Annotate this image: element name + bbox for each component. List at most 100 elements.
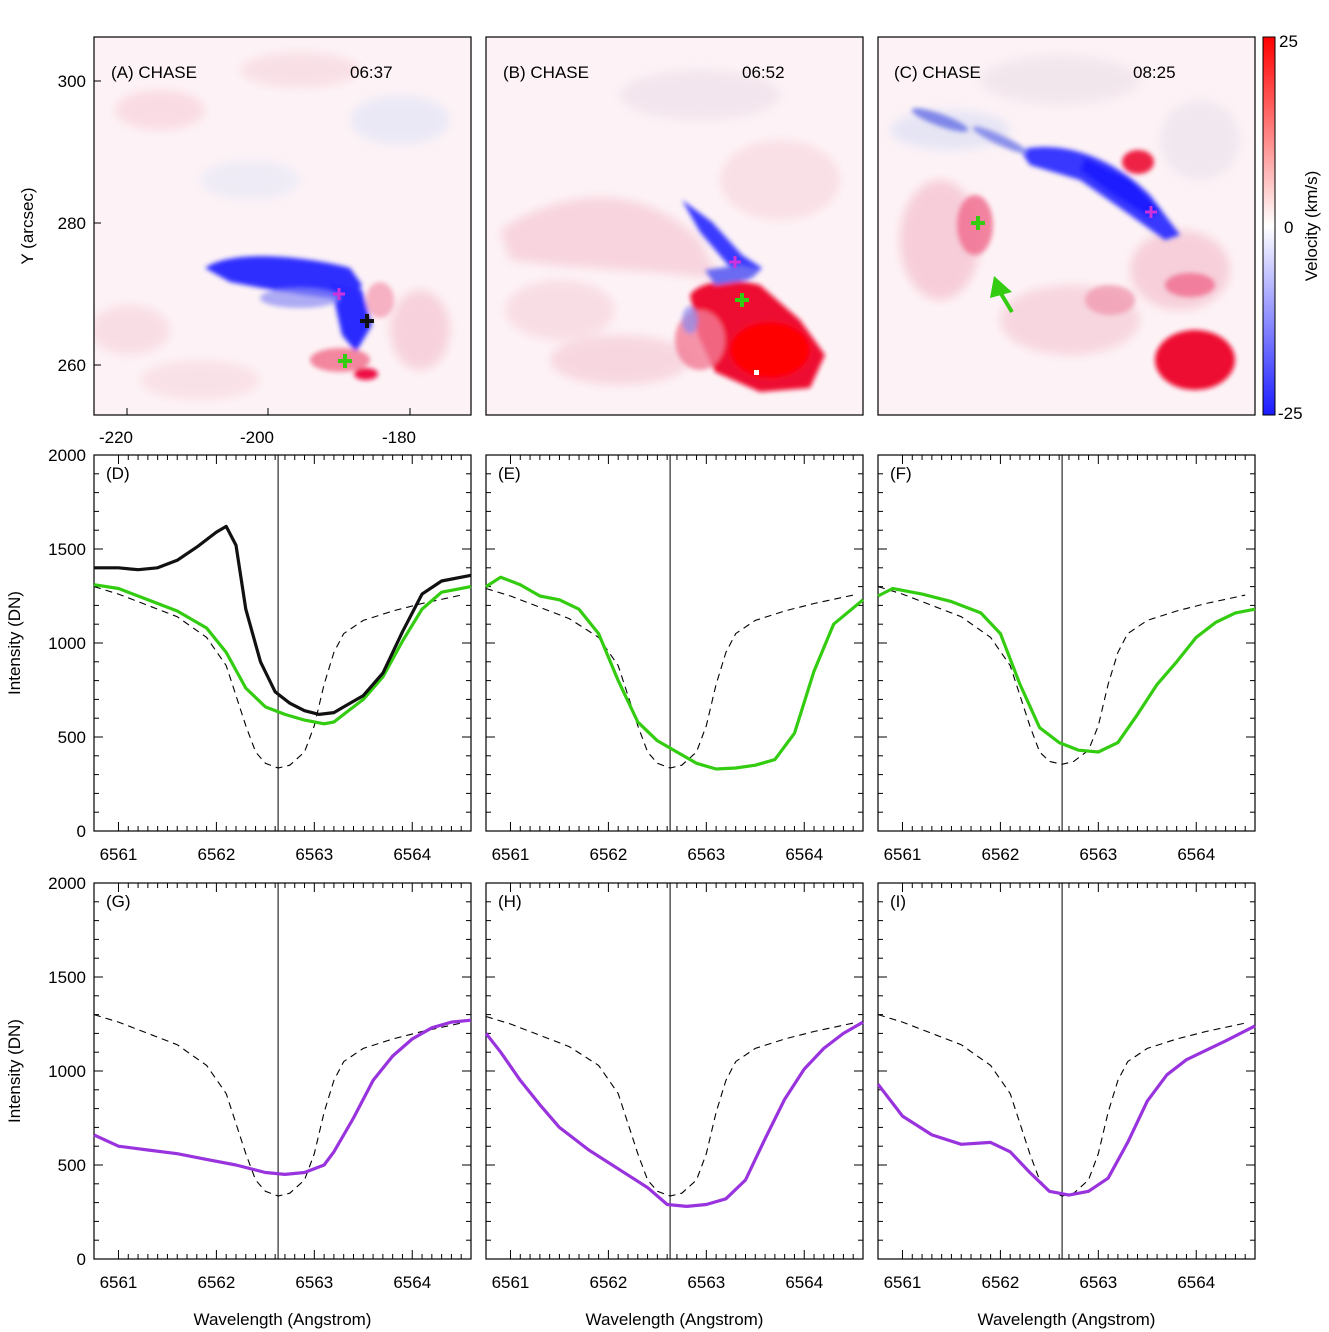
x-tick-label: 6561 bbox=[492, 1273, 530, 1292]
map-xtick: -220 bbox=[99, 428, 133, 447]
x-axis-label: Wavelength (Angstrom) bbox=[586, 1310, 764, 1329]
map-ylabel: Y (arcsec) bbox=[18, 187, 37, 264]
colorbar-tick: -25 bbox=[1278, 404, 1303, 423]
x-tick-label: 6564 bbox=[785, 1273, 823, 1292]
map-xtick: -200 bbox=[240, 428, 274, 447]
colorbar: 25 0 -25 Velocity (km/s) bbox=[1262, 32, 1321, 423]
x-tick-label: 6562 bbox=[589, 1273, 627, 1292]
x-tick-label: 6564 bbox=[393, 1273, 431, 1292]
panel-label: (I) bbox=[890, 892, 906, 911]
map-panel-b: (B) CHASE 06:52 bbox=[485, 36, 864, 416]
green-profile-line bbox=[877, 586, 1256, 754]
map-panel-a: (A) CHASE 06:37 bbox=[93, 36, 472, 416]
y-tick-label: 1500 bbox=[48, 968, 86, 987]
x-tick-label: 6562 bbox=[981, 845, 1019, 864]
panel-label: (E) bbox=[498, 464, 521, 483]
y-axis-label: Intensity (DN) bbox=[5, 1019, 24, 1123]
reference-profile-line bbox=[877, 586, 1246, 765]
map-time: 06:37 bbox=[350, 63, 393, 82]
map-x-axis: -220 -200 -180 bbox=[99, 408, 416, 447]
reference-profile-line bbox=[877, 1014, 1246, 1197]
x-tick-label: 6562 bbox=[197, 845, 235, 864]
panel-label: (D) bbox=[106, 464, 130, 483]
x-tick-label: 6564 bbox=[785, 845, 823, 864]
plot-frame bbox=[93, 882, 472, 1260]
spectra-panels: (D) 6561 6562 6563 6564 2000 1500 1000 500 0 Inten… bbox=[5, 446, 1256, 1329]
x-tick-label: 6561 bbox=[100, 845, 138, 864]
x-tick-label: 6561 bbox=[100, 1273, 138, 1292]
x-tick-label: 6561 bbox=[884, 845, 922, 864]
colorbar-tick: 25 bbox=[1279, 32, 1298, 51]
purple-profile-line bbox=[484, 1020, 864, 1209]
y-tick-label: 2000 bbox=[48, 446, 86, 465]
spectrum-panel: (H) 6561 6562 6563 6564 Wavelength (Angstrom) bbox=[484, 882, 864, 1329]
x-tick-label: 6562 bbox=[589, 845, 627, 864]
map-xtick: -180 bbox=[382, 428, 416, 447]
x-tick-label: 6562 bbox=[197, 1273, 235, 1292]
x-tick-label: 6562 bbox=[981, 1273, 1019, 1292]
map-ytick: 280 bbox=[58, 214, 86, 233]
reference-profile-line bbox=[93, 1014, 462, 1197]
plot-frame bbox=[877, 882, 1256, 1260]
arrow-green bbox=[990, 276, 1014, 314]
x-axis-label: Wavelength (Angstrom) bbox=[194, 1310, 372, 1329]
green-profile-line bbox=[93, 583, 472, 726]
x-axis-label: Wavelength (Angstrom) bbox=[978, 1310, 1156, 1329]
plot-frame bbox=[485, 454, 864, 832]
colorbar-label: Velocity (km/s) bbox=[1302, 171, 1321, 282]
purple-profile-line bbox=[93, 1018, 472, 1177]
y-tick-label: 500 bbox=[58, 1156, 86, 1175]
marker-magenta-b bbox=[729, 256, 741, 268]
y-tick-label: 0 bbox=[77, 1250, 86, 1269]
reference-profile-line bbox=[485, 587, 854, 769]
y-tick-label: 0 bbox=[77, 822, 86, 841]
x-tick-label: 6563 bbox=[687, 845, 725, 864]
map-time: 08:25 bbox=[1133, 63, 1176, 82]
x-tick-label: 6564 bbox=[1177, 1273, 1215, 1292]
map-label: (C) CHASE bbox=[894, 63, 981, 82]
map-panel-c: (C) CHASE 08:25 bbox=[877, 36, 1256, 416]
map-ytick: 260 bbox=[58, 356, 86, 375]
marker-magenta-a bbox=[333, 288, 345, 300]
map-time: 06:52 bbox=[742, 63, 785, 82]
green-profile-line bbox=[485, 575, 865, 771]
plot-frame bbox=[93, 454, 472, 832]
marker-black-a bbox=[360, 314, 374, 328]
colorbar-tick: 0 bbox=[1284, 218, 1293, 237]
purple-profile-line bbox=[876, 1024, 1256, 1197]
x-tick-label: 6561 bbox=[492, 845, 530, 864]
plot-frame bbox=[877, 454, 1256, 832]
x-tick-label: 6564 bbox=[393, 845, 431, 864]
y-tick-label: 1000 bbox=[48, 1062, 86, 1081]
black-profile-line bbox=[94, 524, 472, 717]
reference-profile-line bbox=[485, 1015, 854, 1197]
map-y-axis: 300 280 260 Y (arcsec) bbox=[18, 72, 101, 375]
panel-label: (G) bbox=[106, 892, 131, 911]
x-tick-label: 6563 bbox=[687, 1273, 725, 1292]
marker-magenta-c bbox=[1145, 206, 1157, 218]
map-ytick: 300 bbox=[58, 72, 86, 91]
x-tick-label: 6563 bbox=[1079, 1273, 1117, 1292]
spectrum-panel: (F) 6561 6562 6563 6564 bbox=[877, 454, 1256, 864]
x-tick-label: 6563 bbox=[295, 1273, 333, 1292]
map-label: (B) CHASE bbox=[503, 63, 589, 82]
y-tick-label: 500 bbox=[58, 728, 86, 747]
spectrum-panel: (D) 6561 6562 6563 6564 2000 1500 1000 500 0 Inten… bbox=[5, 446, 472, 864]
spectrum-panel: (G) 6561 6562 6563 6564 2000 1500 1000 500 0 Inten… bbox=[5, 874, 472, 1329]
marker-green-b bbox=[735, 293, 749, 307]
x-tick-label: 6563 bbox=[295, 845, 333, 864]
marker-green-a bbox=[338, 354, 352, 368]
y-tick-label: 2000 bbox=[48, 874, 86, 893]
spectrum-panel: (I) 6561 6562 6563 6564 Wavelength (Angstrom) bbox=[876, 882, 1256, 1329]
map-label: (A) CHASE bbox=[111, 63, 197, 82]
y-tick-label: 1500 bbox=[48, 540, 86, 559]
spectrum-panel: (E) 6561 6562 6563 6564 bbox=[485, 454, 865, 864]
y-tick-label: 1000 bbox=[48, 634, 86, 653]
plot-frame bbox=[485, 882, 864, 1260]
x-tick-label: 6564 bbox=[1177, 845, 1215, 864]
panel-label: (H) bbox=[498, 892, 522, 911]
x-tick-label: 6561 bbox=[884, 1273, 922, 1292]
reference-profile-line bbox=[93, 586, 462, 769]
panel-label: (F) bbox=[890, 464, 912, 483]
